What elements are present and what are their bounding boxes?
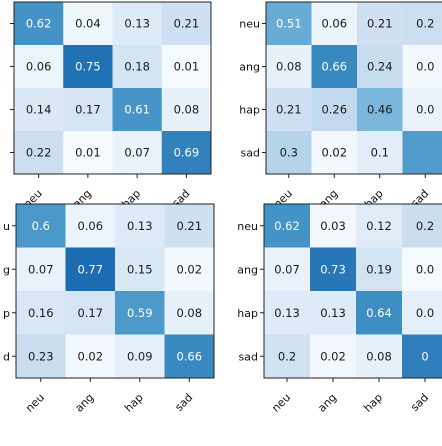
cell-value-label: 0.02 <box>320 349 346 363</box>
cell-value-label: 0.17 <box>77 306 103 320</box>
heatmap-panel-1: 0.62 0.04 0.13 0.21 0.06 0.75 0.18 0.01 0.14 0.17… <box>10 2 212 211</box>
cell-value-label: 0.61 <box>124 103 150 117</box>
cell-value-label: 0.16 <box>28 306 54 320</box>
cell-value-label: 0.02 <box>77 349 103 363</box>
cell-value-label: 0.01 <box>75 146 101 160</box>
x-tick-label: neu <box>269 391 293 415</box>
y-tick-label: hap <box>239 104 260 117</box>
heatmap-panel-4: 0.62 0.03 0.12 0.2 0.07 0.73 0.19 0.0 0.13 0.13 0.… <box>237 204 442 415</box>
cell-value-label: 0.75 <box>75 60 101 74</box>
y-tick-label: neu <box>237 220 258 233</box>
cell-value-label: 0.06 <box>26 60 52 74</box>
cell-value-label: 0.6 <box>32 219 50 233</box>
cell-value-label: 0.13 <box>127 219 153 233</box>
cell-value-label: 0.06 <box>321 17 347 31</box>
cell-value-label: 0.07 <box>274 262 300 276</box>
cell-value-label: 0.62 <box>274 219 300 233</box>
y-tick-label: hap <box>237 307 258 320</box>
y-tick-label: ang <box>239 61 260 74</box>
cell-value-label: 0.26 <box>321 103 347 117</box>
cell-value-label: 0.12 <box>366 219 392 233</box>
x-tick-label: neu <box>23 391 47 415</box>
x-tick-label: ang <box>315 391 339 415</box>
cell-value-label: 0.51 <box>276 17 302 31</box>
y-tick-label: sad <box>241 147 260 160</box>
cell-value-label: 0.77 <box>77 262 103 276</box>
x-tick-label: ang <box>73 391 97 415</box>
cell-value-label: 0.19 <box>366 262 392 276</box>
cell-value-label: 0.0 <box>416 306 434 320</box>
cell-value-label: 0.69 <box>174 146 200 160</box>
cell-value-label: 0.21 <box>176 219 202 233</box>
cell-value-label: 0 <box>421 349 428 363</box>
cell-value-label: 0.2 <box>278 349 296 363</box>
cell-value-label: 0.08 <box>174 103 200 117</box>
x-tick-label: hap <box>122 391 146 415</box>
cell-value-label: 0.73 <box>320 262 346 276</box>
y-tick-label: sad <box>239 350 258 363</box>
cell-value-label: 0.13 <box>124 17 150 31</box>
cell-value-label: 0.22 <box>26 146 52 160</box>
cell-value-label: 0.66 <box>176 349 202 363</box>
cell-value-label: 0.2 <box>416 17 434 31</box>
cell-value-label: 0.13 <box>274 306 300 320</box>
cell-value-label: 0.01 <box>174 60 200 74</box>
heatmap-cell <box>403 131 442 175</box>
cell-value-label: 0.64 <box>366 306 392 320</box>
cell-value-label: 0.07 <box>28 262 54 276</box>
cell-value-label: 0.21 <box>276 103 302 117</box>
cell-value-label: 0.15 <box>127 262 153 276</box>
cell-value-label: 0.66 <box>321 60 347 74</box>
cell-value-label: 0.59 <box>127 306 153 320</box>
cell-value-label: 0.1 <box>371 146 389 160</box>
cell-value-label: 0.62 <box>26 17 52 31</box>
cell-value-label: 0.0 <box>416 60 434 74</box>
cell-value-label: 0.13 <box>320 306 346 320</box>
y-tick-label: ang <box>237 263 258 276</box>
cell-value-label: 0.23 <box>28 349 54 363</box>
cell-value-label: 0.2 <box>416 219 434 233</box>
x-tick-label: hap <box>361 391 385 415</box>
y-tick-label: p <box>3 307 10 320</box>
cell-value-label: 0.08 <box>276 60 302 74</box>
y-tick-label: u <box>3 220 10 233</box>
cell-value-label: 0.21 <box>174 17 200 31</box>
cell-value-label: 0.07 <box>124 146 150 160</box>
cell-value-label: 0.18 <box>124 60 150 74</box>
cell-value-label: 0.09 <box>127 349 153 363</box>
cell-value-label: 0.02 <box>176 262 202 276</box>
y-tick-label: neu <box>239 18 260 31</box>
cell-value-label: 0.14 <box>26 103 52 117</box>
cell-value-label: 0.0 <box>416 262 434 276</box>
x-tick-label: sad <box>408 391 431 414</box>
cell-value-label: 0.3 <box>280 146 298 160</box>
y-tick-label: g <box>3 263 10 276</box>
heatmap-panel-3: 0.6 0.06 0.13 0.21 0.07 0.77 0.15 0.02 0.16 0.17 0… <box>3 204 214 415</box>
cell-value-label: 0.17 <box>75 103 101 117</box>
cell-value-label: 0.04 <box>75 17 101 31</box>
x-tick-label: sad <box>172 391 195 414</box>
cell-value-label: 0.46 <box>367 103 393 117</box>
cell-value-label: 0.08 <box>366 349 392 363</box>
y-tick-label: d <box>3 350 10 363</box>
cell-value-label: 0.02 <box>321 146 347 160</box>
cell-value-label: 0.21 <box>367 17 393 31</box>
cell-value-label: 0.24 <box>367 60 393 74</box>
cell-value-label: 0.0 <box>416 103 434 117</box>
cell-value-label: 0.03 <box>320 219 346 233</box>
cell-value-label: 0.08 <box>176 306 202 320</box>
cell-value-label: 0.06 <box>77 219 103 233</box>
heatmap-panel-2: 0.51 0.06 0.21 0.2 0.08 0.66 0.24 0.0 0.21 0.26 0.… <box>239 2 442 211</box>
